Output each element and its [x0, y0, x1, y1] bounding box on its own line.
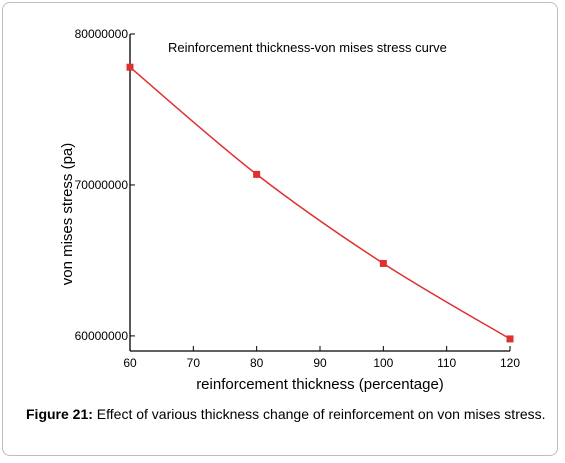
x-axis-label: reinforcement thickness (percentage) [196, 376, 444, 393]
y-tick-label: 60000000 [75, 329, 129, 343]
x-tick-label: 80 [250, 356, 264, 370]
chart-axes [129, 34, 510, 352]
y-tick-label: 80000000 [75, 27, 129, 41]
x-tick-label: 70 [187, 356, 201, 370]
x-tick-label: 90 [313, 356, 327, 370]
data-point [126, 63, 134, 71]
data-point [506, 335, 514, 343]
data-point [379, 259, 387, 267]
figure-caption: Figure 21: Effect of various thickness c… [26, 405, 546, 423]
y-axis-label: von mises stress (pa) [59, 143, 76, 286]
line-chart: 60 70 80 90 100 110 120 60000000 70000000 8000000… [59, 27, 521, 393]
chart-title: Reinforcement thickness-von mises stress… [168, 40, 447, 55]
chart-marks [126, 63, 514, 343]
caption-label: Figure 21: [26, 406, 93, 422]
x-tick-label: 60 [123, 356, 137, 370]
series-line [129, 66, 511, 340]
y-tick-label: 70000000 [75, 178, 129, 192]
chart-ticks: 60 70 80 90 100 110 120 60000000 70000000 8000000… [75, 27, 521, 370]
x-tick-label: 100 [373, 356, 393, 370]
x-tick-label: 110 [437, 356, 456, 370]
data-point [253, 170, 261, 178]
caption-text: Effect of various thickness change of re… [92, 406, 546, 422]
x-tick-label: 120 [500, 356, 520, 370]
figure-frame [2, 2, 558, 456]
